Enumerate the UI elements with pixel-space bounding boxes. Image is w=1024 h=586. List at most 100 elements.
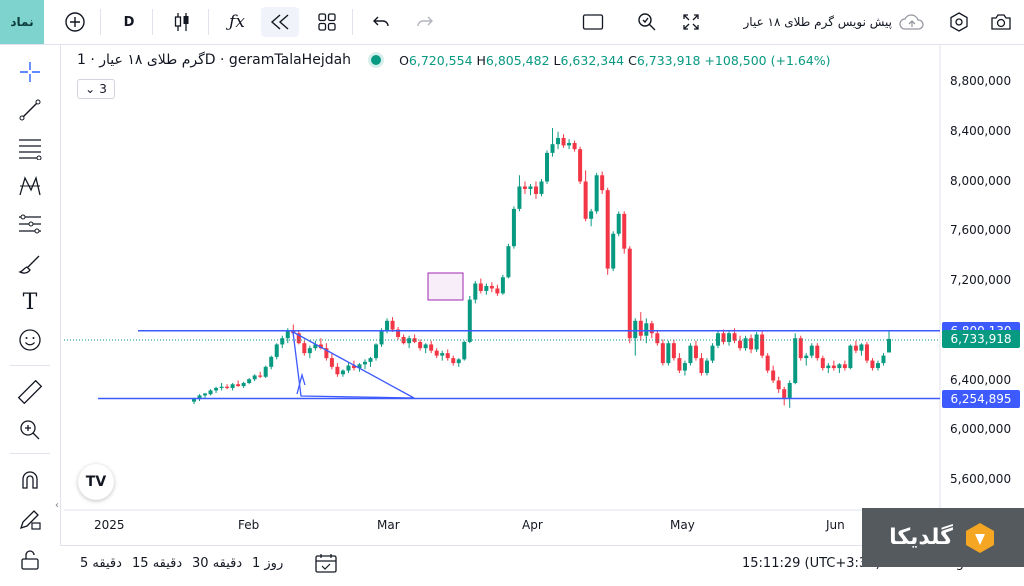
candle-body[interactable] <box>495 288 500 294</box>
candle-body[interactable] <box>842 364 847 369</box>
candle-body[interactable] <box>539 181 544 194</box>
candle-body[interactable] <box>660 343 665 364</box>
candle-body[interactable] <box>252 375 257 380</box>
candle-body[interactable] <box>412 338 417 342</box>
fullscreen-window-button[interactable] <box>578 7 608 37</box>
candle-body[interactable] <box>533 186 538 194</box>
candle-body[interactable] <box>478 283 483 291</box>
range-15m[interactable]: 15 دقیقه <box>132 556 183 571</box>
candle-body[interactable] <box>374 344 379 359</box>
candle-body[interactable] <box>318 344 323 349</box>
candle-body[interactable] <box>887 338 891 353</box>
stay-in-drawing-tool[interactable] <box>14 505 46 535</box>
candle-body[interactable] <box>379 330 384 345</box>
candle-body[interactable] <box>864 344 869 361</box>
price-axis-label[interactable]: 6,254,895 <box>942 389 1020 408</box>
rectangle-drawing[interactable] <box>427 272 464 301</box>
candle-body[interactable] <box>462 341 467 360</box>
undo-button[interactable] <box>366 7 396 37</box>
replay-button[interactable] <box>261 7 299 37</box>
candle-body[interactable] <box>274 344 279 357</box>
candle-body[interactable] <box>826 365 831 369</box>
candle-body[interactable] <box>390 320 395 330</box>
candle-body[interactable] <box>456 359 461 364</box>
candle-body[interactable] <box>263 366 268 377</box>
candle-body[interactable] <box>269 356 274 367</box>
candle-body[interactable] <box>776 380 781 390</box>
quick-search-button[interactable] <box>632 7 662 37</box>
candle-body[interactable] <box>545 152 550 182</box>
candle-body[interactable] <box>760 334 765 356</box>
candle-body[interactable] <box>407 338 412 344</box>
price-chart[interactable] <box>64 45 1024 545</box>
pattern-tool[interactable] <box>14 171 46 201</box>
candle-body[interactable] <box>881 355 886 364</box>
triangle-drawing[interactable] <box>292 330 415 399</box>
candle-body[interactable] <box>197 395 202 400</box>
symbol-title[interactable]: گرم طلای ۱۸ عیار · 1D · geramTalaHejdah <box>77 52 352 68</box>
candle-body[interactable] <box>578 149 583 182</box>
candle-body[interactable] <box>302 343 307 354</box>
candle-body[interactable] <box>600 175 605 191</box>
candle-body[interactable] <box>241 382 246 387</box>
candle-body[interactable] <box>754 334 759 350</box>
candle-body[interactable] <box>467 299 472 342</box>
candle-body[interactable] <box>418 341 423 349</box>
candle-body[interactable] <box>594 175 599 212</box>
emoji-tool[interactable] <box>14 325 46 355</box>
candle-body[interactable] <box>666 343 671 364</box>
candle-body[interactable] <box>506 246 511 278</box>
date-range-button[interactable] <box>314 552 338 578</box>
candle-body[interactable] <box>782 389 787 398</box>
price-axis-label[interactable]: 6,733,918 <box>942 329 1020 348</box>
symbol-button[interactable]: نماد <box>0 0 44 44</box>
candle-body[interactable] <box>313 344 318 349</box>
candle-body[interactable] <box>787 382 792 398</box>
candle-body[interactable] <box>693 345 698 359</box>
candle-body[interactable] <box>489 285 494 289</box>
candle-body[interactable] <box>655 333 660 344</box>
candle-body[interactable] <box>208 390 213 395</box>
candle-body[interactable] <box>522 186 527 189</box>
candle-body[interactable] <box>765 355 770 371</box>
brush-tool[interactable] <box>14 249 46 279</box>
candle-body[interactable] <box>351 365 356 369</box>
candle-body[interactable] <box>362 361 367 365</box>
candle-body[interactable] <box>296 333 301 344</box>
candle-body[interactable] <box>859 344 864 351</box>
candle-body[interactable] <box>622 213 627 249</box>
candle-body[interactable] <box>550 144 555 153</box>
candle-body[interactable] <box>809 345 814 356</box>
candle-body[interactable] <box>324 348 329 359</box>
range-30m[interactable]: 30 دقیقه <box>192 556 243 571</box>
candle-body[interactable] <box>385 320 390 331</box>
candle-body[interactable] <box>837 364 842 369</box>
candle-body[interactable] <box>307 348 312 354</box>
candle-body[interactable] <box>771 370 776 381</box>
candle-body[interactable] <box>793 338 798 383</box>
candle-body[interactable] <box>682 363 687 371</box>
candle-body[interactable] <box>677 358 682 371</box>
candle-body[interactable] <box>671 343 676 359</box>
range-5m[interactable]: 5 دقیقه <box>80 556 122 571</box>
measure-tool[interactable] <box>14 377 46 407</box>
candle-body[interactable] <box>500 277 505 294</box>
candle-body[interactable] <box>638 320 643 336</box>
range-1d[interactable]: 1 روز <box>252 556 284 571</box>
candle-body[interactable] <box>280 338 285 345</box>
zoom-tool[interactable] <box>14 415 46 445</box>
candle-body[interactable] <box>605 190 610 269</box>
candle-body[interactable] <box>798 338 803 359</box>
candle-body[interactable] <box>368 358 373 362</box>
clock-time[interactable]: 15:11:29 (UTC+3:30) <box>742 556 881 571</box>
candle-body[interactable] <box>699 358 704 374</box>
toolbar-collapse-handle[interactable]: ‹ <box>55 500 59 511</box>
candle-body[interactable] <box>567 142 572 146</box>
candle-body[interactable] <box>870 360 875 369</box>
legend-collapse-button[interactable]: ⌄ 3 <box>77 79 115 99</box>
candle-body[interactable] <box>738 340 743 349</box>
candle-body[interactable] <box>649 323 654 334</box>
candle-body[interactable] <box>285 330 290 339</box>
interval-button[interactable]: D <box>123 14 135 30</box>
chart-type-button[interactable] <box>167 7 197 37</box>
